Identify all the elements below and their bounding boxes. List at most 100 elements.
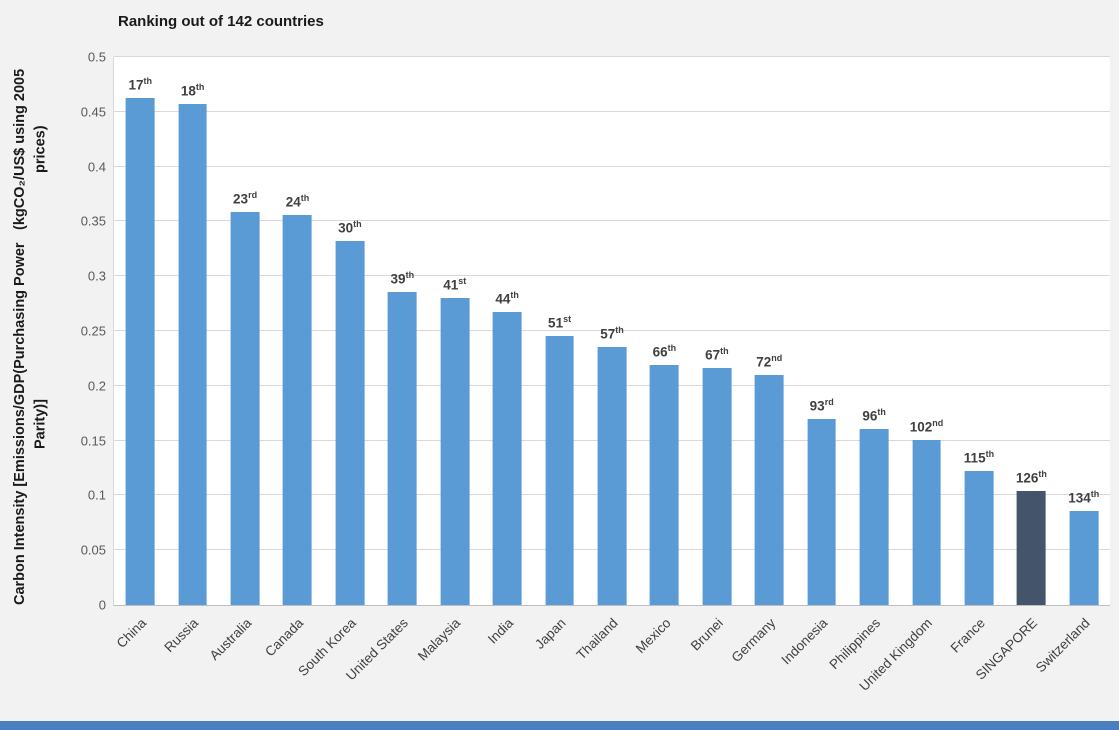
rank-number: 93 xyxy=(809,398,825,414)
x-axis-label: Thailand xyxy=(573,615,621,663)
rank-ordinal-suffix: rd xyxy=(824,396,834,407)
rank-label: 66th xyxy=(652,342,677,360)
rank-ordinal-suffix: th xyxy=(985,449,995,460)
x-axis-label: France xyxy=(947,615,988,656)
bar xyxy=(859,428,889,605)
bar xyxy=(912,439,941,605)
y-tick-label: 0.5 xyxy=(87,49,106,65)
rank-number: 66 xyxy=(652,344,668,360)
y-tick-label: 0.35 xyxy=(80,213,106,229)
rank-number: 17 xyxy=(128,77,144,93)
y-tick-label: 0.1 xyxy=(87,487,106,503)
rank-ordinal-suffix: th xyxy=(615,325,624,336)
rank-label: 57th xyxy=(600,326,624,341)
rank-number: 134 xyxy=(1068,490,1091,506)
x-axis-label: Canada xyxy=(262,615,307,660)
gridline xyxy=(114,110,1110,112)
rank-label: 115th xyxy=(964,450,994,465)
x-axis-label: Brunei xyxy=(687,615,726,654)
bar xyxy=(545,336,574,605)
rank-label: 23rd xyxy=(233,189,258,207)
rank-label: 102nd xyxy=(909,418,944,435)
x-axis-label: Germany xyxy=(728,615,779,666)
rank-label: 39th xyxy=(391,270,415,286)
rank-number: 102 xyxy=(909,419,933,435)
y-tick-label: 0.15 xyxy=(80,433,106,449)
y-tick-label: 0 xyxy=(98,597,106,613)
bar xyxy=(650,364,679,605)
rank-number: 41 xyxy=(443,277,459,293)
rank-label: 126th xyxy=(1016,470,1047,485)
rank-number: 96 xyxy=(862,408,878,424)
x-axis-label: Australia xyxy=(206,615,254,664)
rank-number: 24 xyxy=(285,194,301,210)
rank-number: 44 xyxy=(495,291,511,307)
y-tick-label: 0.25 xyxy=(80,323,106,339)
rank-ordinal-suffix: th xyxy=(353,219,362,230)
x-axis-label: Japan xyxy=(531,615,569,652)
rank-number: 72 xyxy=(756,354,772,370)
y-tick-label: 0.4 xyxy=(87,159,106,175)
rank-ordinal-suffix: th xyxy=(300,192,310,203)
rank-ordinal-suffix: st xyxy=(563,314,572,325)
rank-ordinal-suffix: th xyxy=(195,82,205,93)
rank-label: 24th xyxy=(285,192,310,210)
plot-area: 17th 18th 23rd 24th 30th 39th 41st 44th 51st 57th… xyxy=(113,56,1110,606)
rank-label: 17th xyxy=(128,76,152,93)
gridline xyxy=(114,330,1110,331)
rank-ordinal-suffix: th xyxy=(1090,488,1100,499)
rank-number: 57 xyxy=(600,326,616,342)
bar xyxy=(125,97,155,605)
rank-label: 134th xyxy=(1068,488,1100,506)
x-axis-label: India xyxy=(484,615,517,647)
y-tick-label: 0.45 xyxy=(80,104,106,120)
rank-number: 18 xyxy=(180,83,196,99)
rank-ordinal-suffix: th xyxy=(1038,469,1047,480)
rank-ordinal-suffix: th xyxy=(510,290,519,301)
y-tick-label: 0.3 xyxy=(87,268,106,284)
rank-ordinal-suffix: th xyxy=(667,342,677,353)
bar xyxy=(754,374,784,605)
rank-label: 41st xyxy=(443,277,466,292)
y-axis-title-line1: Carbon Intensity [Emissions/GDP(Purchasi… xyxy=(12,242,49,605)
rank-label: 51st xyxy=(548,315,571,330)
gridline xyxy=(114,220,1110,222)
x-axis-label: China xyxy=(113,615,150,651)
rank-label: 18th xyxy=(181,83,205,98)
bar xyxy=(230,211,260,605)
rank-ordinal-suffix: rd xyxy=(248,189,258,200)
y-axis-tick-labels: 0 0.05 0.1 0.15 0.2 0.25 0.3 0.35 0.4 0.45 0.5 xyxy=(58,51,106,612)
bar xyxy=(335,241,365,605)
x-axis-label: Malaysia xyxy=(415,615,464,664)
rank-label: 44th xyxy=(495,291,519,306)
gridline xyxy=(114,275,1110,277)
y-axis-title: Carbon Intensity [Emissions/GDP(Purchasi… xyxy=(10,57,51,605)
bar xyxy=(597,347,627,605)
bar xyxy=(492,312,522,605)
rank-label: 67th xyxy=(705,347,729,362)
rank-label: 96th xyxy=(862,406,886,424)
rank-ordinal-suffix: st xyxy=(458,276,467,287)
gridline xyxy=(114,165,1110,167)
gridline xyxy=(114,56,1110,57)
x-axis-label: Switzerland xyxy=(1032,615,1093,676)
rank-ordinal-suffix: th xyxy=(877,406,886,417)
rank-ordinal-suffix: nd xyxy=(771,352,783,363)
bottom-accent-strip xyxy=(0,721,1119,730)
rank-number: 67 xyxy=(705,347,721,363)
chart-title: Ranking out of 142 countries xyxy=(118,13,324,30)
rank-label: 72nd xyxy=(756,352,783,370)
rank-ordinal-suffix: th xyxy=(720,346,729,357)
bar-highlighted xyxy=(1016,491,1046,605)
rank-number: 23 xyxy=(233,191,249,207)
bar xyxy=(387,291,417,605)
bar xyxy=(964,471,994,605)
y-tick-label: 0.05 xyxy=(80,542,106,558)
rank-label: 30th xyxy=(338,220,362,235)
x-axis-label: Indonesia xyxy=(778,615,831,668)
rank-number: 115 xyxy=(963,450,986,466)
bar xyxy=(440,298,470,605)
bar xyxy=(178,104,208,605)
x-axis-label: Mexico xyxy=(632,615,674,657)
bar xyxy=(807,418,837,605)
